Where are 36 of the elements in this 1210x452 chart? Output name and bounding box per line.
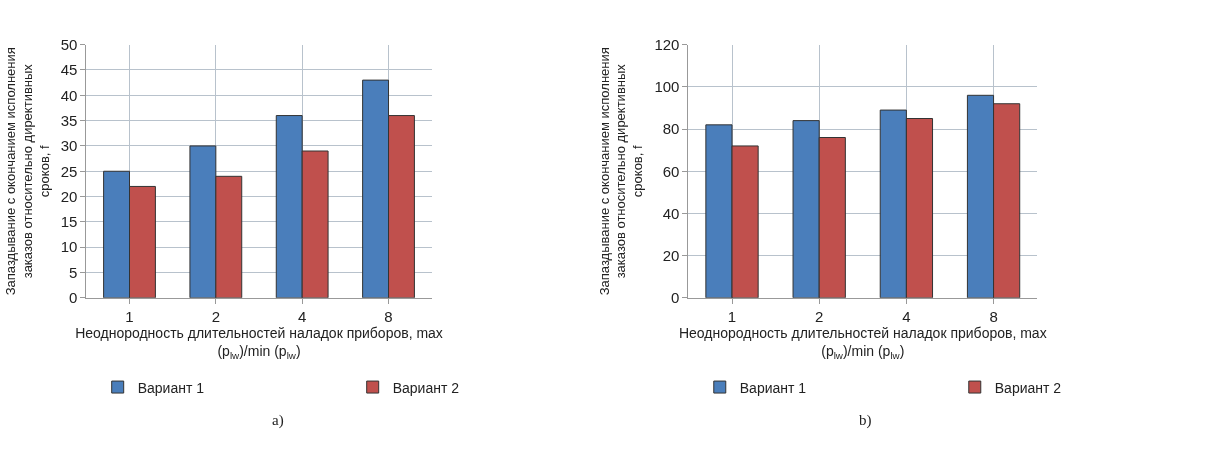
y-tick-label: 120 — [654, 35, 680, 53]
y-tick-label: 40 — [60, 86, 78, 104]
x-tick-label: 2 — [815, 307, 824, 325]
text: a) — [272, 412, 284, 429]
y-tick-label: 30 — [60, 137, 78, 155]
x-axis-title: Неоднородность длительностей наладок приборов, max (p$_{lw}$)/min (p$_{lw}$) — [75, 325, 443, 362]
y-tick-label: 100 — [654, 78, 680, 96]
y-tick-label: 20 — [662, 246, 680, 264]
legend-label: Вариант 1 — [137, 379, 205, 396]
x-tick-label: 8 — [384, 307, 393, 325]
x-tick-label: 1 — [727, 307, 737, 325]
y-tick-label: 40 — [662, 204, 680, 222]
y-axis-title: Запаздывание с окончанием исполнения заказов относительно директивных сроков, f — [596, 47, 646, 296]
text: b) — [859, 412, 872, 429]
x-tick-label: 8 — [989, 307, 998, 325]
legend-label: Вариант 1 — [739, 379, 807, 396]
y-tick-label: 80 — [662, 120, 680, 138]
y-tick-label: 25 — [60, 162, 78, 180]
x-tick-label: 4 — [298, 307, 307, 325]
x-axis-title: Неоднородность длительностей наладок приборов, max (p$_{lw}$)/min (p$_{lw}$) — [678, 325, 1047, 362]
legend-label: Вариант 2 — [392, 379, 460, 396]
x-tick-label: 2 — [211, 307, 221, 325]
y-tick-label: 45 — [60, 61, 78, 79]
y-axis-title: Запаздывание с окончанием исполнения заказов относительно директивных сроков, f — [2, 47, 52, 296]
y-tick-label: 0 — [671, 289, 680, 307]
x-tick-label: 1 — [125, 307, 134, 325]
x-tick-label: 4 — [902, 307, 911, 325]
y-tick-label: 35 — [60, 111, 78, 129]
y-tick-label: 15 — [60, 213, 78, 231]
legend-label: Вариант 2 — [994, 379, 1062, 396]
y-tick-label: 20 — [60, 187, 78, 205]
y-tick-label: 10 — [60, 238, 78, 256]
y-tick-label: 5 — [68, 263, 78, 281]
y-tick-label: 50 — [60, 35, 78, 53]
y-tick-label: 0 — [68, 289, 78, 307]
y-tick-label: 60 — [662, 162, 680, 180]
